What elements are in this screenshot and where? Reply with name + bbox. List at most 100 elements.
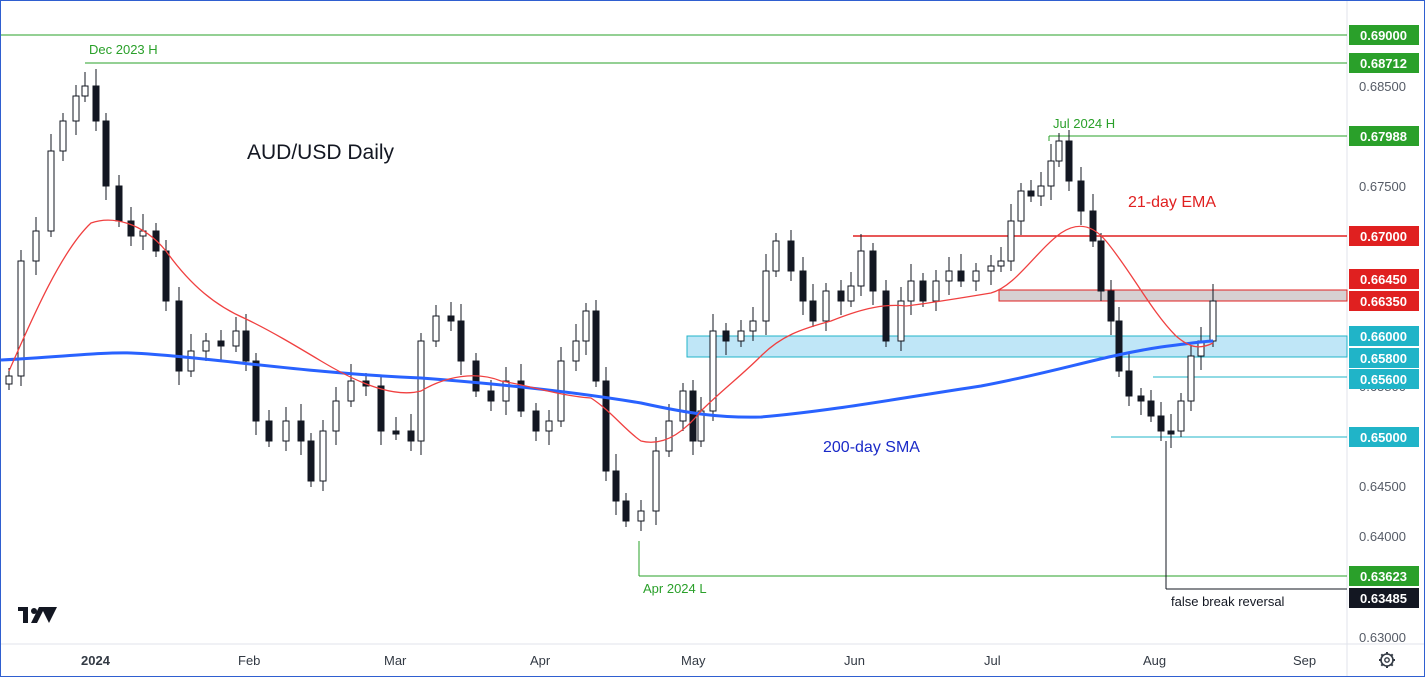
candle-body (252, 360, 260, 422)
candle-body (202, 340, 210, 352)
candle-body (1089, 210, 1097, 242)
candle-body (1037, 185, 1045, 197)
candle-body (787, 240, 795, 272)
level-labels: 0.69000 0.68712 0.67988 0.67000 0.66450 … (1349, 25, 1419, 608)
candle-body (957, 270, 965, 282)
candle-body (1167, 430, 1175, 435)
annotation-dec-high: Dec 2023 H (89, 42, 158, 57)
candle-body (932, 280, 940, 302)
candle-body (447, 315, 455, 322)
candle-body (332, 400, 340, 432)
y-tick-label: 0.67500 (1359, 179, 1406, 194)
candle-body (187, 350, 195, 372)
candle-body (882, 290, 890, 342)
candle-body (945, 270, 953, 282)
x-tick-label: May (681, 653, 706, 668)
level-lines (1, 34, 1347, 590)
candle-body (297, 420, 305, 442)
candle-body (81, 85, 89, 97)
candle-body (602, 380, 610, 472)
x-tick-label: Sep (1293, 653, 1316, 668)
candle-body (392, 430, 400, 435)
candle-body (502, 380, 510, 402)
candles (5, 69, 1217, 531)
candle-body (622, 500, 630, 522)
candle-body (517, 380, 525, 412)
candle-body (987, 265, 995, 272)
support-zone-blue (686, 335, 1348, 358)
candle-body (837, 290, 845, 302)
level-label-63485: 0.63485 (1360, 591, 1407, 606)
level-label-66350: 0.66350 (1360, 294, 1407, 309)
level-label-67000: 0.67000 (1360, 229, 1407, 244)
x-tick-label: Mar (384, 653, 407, 668)
chart-title: AUD/USD Daily (247, 141, 395, 164)
candle-body (762, 270, 770, 322)
candle-body (407, 430, 415, 442)
candle-body (1047, 160, 1055, 187)
candle-body (242, 330, 250, 362)
candle-body (572, 340, 580, 362)
candle-body (1055, 140, 1063, 162)
candle-body (47, 150, 55, 232)
candle-body (772, 240, 780, 272)
candle-body (432, 315, 440, 342)
candle-body (689, 390, 697, 442)
x-tick-label: 2024 (81, 653, 111, 668)
candle-body (799, 270, 807, 302)
candle-body (749, 320, 757, 332)
candle-body (487, 390, 495, 402)
candle-body (162, 250, 170, 302)
candle-body (997, 260, 1005, 267)
candle-body (457, 320, 465, 362)
level-label-66450: 0.66450 (1360, 272, 1407, 287)
candle-body (1147, 400, 1155, 417)
candle-body (582, 310, 590, 342)
series-line-200-day-sma (0, 339, 1214, 419)
candle-body (265, 420, 273, 442)
candle-body (665, 420, 673, 452)
candle-body (17, 260, 25, 377)
candle-body (869, 250, 877, 292)
candle-body (175, 300, 183, 372)
candle-body (377, 385, 385, 432)
resistance-zone-gray (998, 289, 1348, 302)
candle-body (1017, 190, 1025, 222)
candle-body (1007, 220, 1015, 262)
tradingview-logo (18, 607, 57, 623)
candle-body (1107, 290, 1115, 322)
candle-body (532, 410, 540, 432)
level-label-68712: 0.68712 (1360, 56, 1407, 71)
level-label-69000: 0.69000 (1360, 28, 1407, 43)
candle-body (232, 330, 240, 347)
candle-body (307, 440, 315, 482)
candle-body (679, 390, 687, 422)
candle-body (1077, 180, 1085, 212)
candle-body (72, 95, 80, 122)
annotation-false-break: false break reversal (1171, 594, 1285, 609)
candle-body (1065, 140, 1073, 182)
candle-body (102, 120, 110, 187)
annotation-apr-low: Apr 2024 L (643, 581, 707, 596)
candle-body (737, 330, 745, 342)
candle-body (1157, 415, 1165, 432)
candle-body (897, 300, 905, 342)
candle-body (59, 120, 67, 152)
level-label-65600: 0.65600 (1360, 372, 1407, 387)
candle-body (347, 380, 355, 402)
candle-body (32, 230, 40, 262)
candle-body (545, 420, 553, 432)
candle-body (809, 300, 817, 322)
candle-body (592, 310, 600, 382)
level-label-63623: 0.63623 (1360, 569, 1407, 584)
candle-body (282, 420, 290, 442)
gear-icon[interactable] (1379, 652, 1395, 668)
candle-body (1209, 300, 1217, 342)
candle-body (1115, 320, 1123, 372)
y-tick-label: 0.64000 (1359, 529, 1406, 544)
candle-body (217, 340, 225, 347)
level-label-65800: 0.65800 (1360, 351, 1407, 366)
candle-body (847, 285, 855, 302)
